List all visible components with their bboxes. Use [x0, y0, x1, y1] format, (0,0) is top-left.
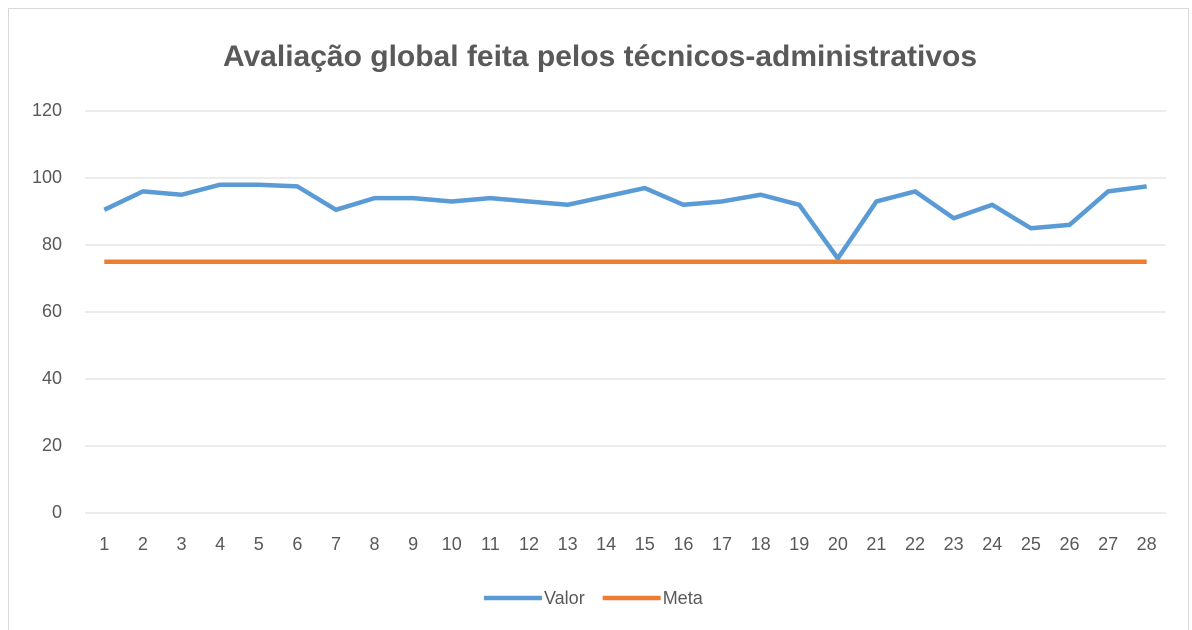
x-tick-label: 26: [1059, 534, 1079, 554]
x-tick-label: 14: [596, 534, 616, 554]
x-tick-label: 20: [828, 534, 848, 554]
x-tick-label: 23: [944, 534, 964, 554]
y-tick-label: 120: [32, 100, 62, 120]
legend-label: Meta: [663, 588, 704, 608]
x-tick-label: 11: [481, 534, 500, 554]
x-tick-label: 18: [751, 534, 771, 554]
x-tick-label: 17: [712, 534, 732, 554]
x-tick-label: 2: [138, 534, 148, 554]
x-tick-label: 4: [215, 534, 225, 554]
x-tick-label: 12: [519, 534, 539, 554]
x-tick-label: 9: [408, 534, 418, 554]
x-tick-label: 8: [370, 534, 380, 554]
legend-label: Valor: [544, 588, 585, 608]
x-tick-label: 13: [558, 534, 578, 554]
x-tick-label: 5: [254, 534, 264, 554]
x-tick-label: 21: [866, 534, 886, 554]
x-tick-label: 27: [1098, 534, 1118, 554]
x-tick-label: 7: [331, 534, 341, 554]
y-tick-label: 80: [42, 234, 62, 254]
x-tick-label: 15: [635, 534, 655, 554]
x-tick-label: 16: [673, 534, 693, 554]
y-tick-label: 0: [52, 502, 62, 522]
chart-title: Avaliação global feita pelos técnicos-ad…: [223, 40, 977, 73]
x-tick-label: 1: [99, 534, 109, 554]
x-tick-label: 3: [177, 534, 187, 554]
y-tick-label: 100: [32, 167, 62, 187]
y-tick-label: 40: [42, 368, 62, 388]
x-tick-label: 24: [982, 534, 1002, 554]
x-tick-label: 19: [789, 534, 809, 554]
x-tick-label: 22: [905, 534, 925, 554]
chart-border: [8, 8, 1189, 630]
y-tick-label: 60: [42, 301, 62, 321]
x-tick-label: 28: [1137, 534, 1157, 554]
line-series: [103, 182, 1147, 261]
x-tick-label: 10: [442, 534, 462, 554]
y-tick-label: 20: [42, 435, 62, 455]
x-tick-label: 25: [1021, 534, 1041, 554]
x-tick-label: 6: [292, 534, 302, 554]
